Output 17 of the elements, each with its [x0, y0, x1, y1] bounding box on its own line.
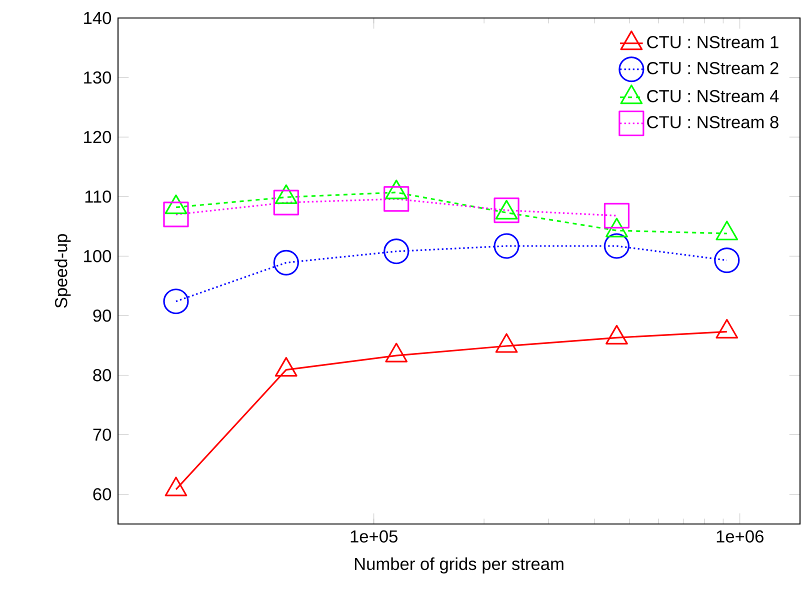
legend-label: CTU : NStream 4	[647, 90, 779, 102]
y-tick-label: 100	[84, 250, 112, 262]
legend-label: CTU : NStream 1	[647, 36, 778, 48]
y-tick-label: 60	[93, 488, 112, 500]
legend-label: CTU : NStream 8	[647, 116, 778, 128]
y-tick-label: 130	[84, 71, 112, 84]
y-tick-label: 90	[93, 310, 112, 322]
y-tick-label: 120	[84, 130, 112, 144]
x-tick-label: 1e+05	[350, 530, 398, 543]
y-tick-label: 80	[93, 369, 112, 382]
x-tick-label: 1e+06	[716, 530, 764, 543]
y-tick-label: 70	[93, 428, 112, 441]
y-axis-title: Speed-up	[54, 234, 71, 308]
x-axis-title: Number of grids per stream	[354, 557, 564, 574]
legend-label: CTU : NStream 2	[647, 62, 778, 74]
y-tick-label: 140	[84, 12, 112, 24]
y-tick-label: 110	[85, 190, 112, 203]
